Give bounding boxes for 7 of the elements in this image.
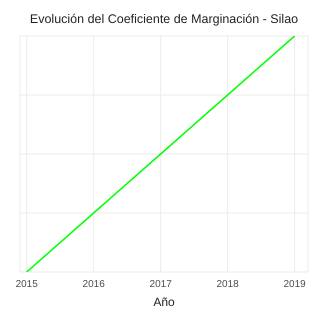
- chart-title: Evolución del Coeficiente de Marginación - Silao: [28, 11, 300, 28]
- x-tick-label: 2017: [150, 279, 172, 290]
- x-tick-label: 2018: [216, 279, 240, 290]
- x-tick-label: 2016: [82, 279, 106, 290]
- x-axis-title: Año: [153, 295, 175, 309]
- x-tick-label: 2019: [283, 279, 306, 290]
- x-tick-label: 2015: [16, 279, 38, 290]
